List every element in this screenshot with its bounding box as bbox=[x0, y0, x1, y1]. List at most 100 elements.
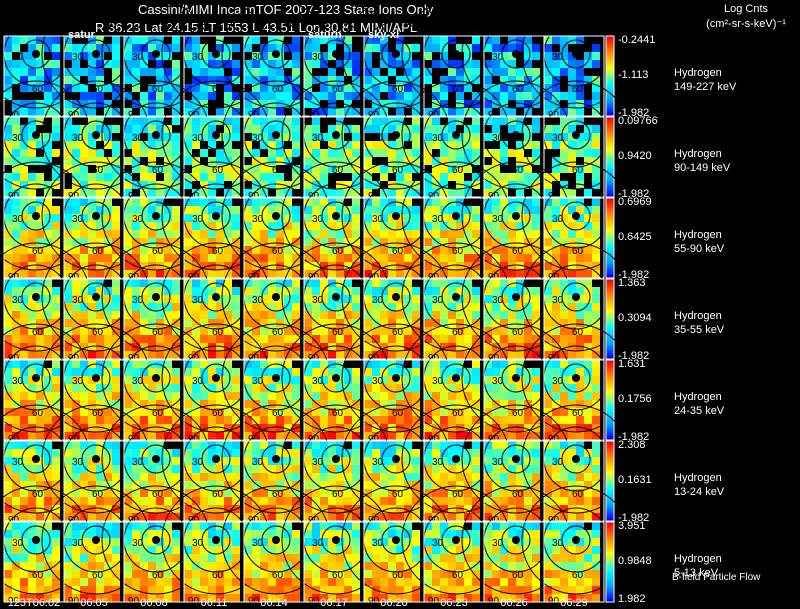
heatmap-cell bbox=[140, 36, 148, 44]
heatmap-cell bbox=[456, 457, 464, 465]
heatmap-cell bbox=[312, 173, 320, 181]
heatmap-cell bbox=[304, 432, 312, 440]
heatmap-cell bbox=[424, 279, 432, 287]
heatmap-cell bbox=[112, 384, 120, 392]
colorbar-step bbox=[606, 177, 614, 180]
heatmap-cell bbox=[464, 465, 472, 473]
colorbar-step bbox=[606, 517, 614, 520]
colorbar-step bbox=[606, 236, 614, 239]
heatmap-cell bbox=[124, 513, 132, 521]
heatmap-cell bbox=[560, 68, 568, 76]
heatmap-cell bbox=[472, 198, 480, 206]
heatmap-cell bbox=[156, 513, 164, 521]
heatmap-cell bbox=[352, 441, 360, 449]
contour-label: 60 bbox=[92, 327, 104, 338]
heatmap-cell bbox=[208, 238, 216, 246]
heatmap-cell bbox=[252, 287, 260, 295]
heatmap-cell bbox=[552, 465, 560, 473]
heatmap-cell bbox=[232, 408, 240, 416]
heatmap-cell bbox=[140, 189, 148, 197]
heatmap-cell bbox=[592, 497, 600, 505]
heatmap-cell bbox=[80, 327, 88, 335]
heatmap-cell bbox=[532, 513, 540, 521]
contour-label: 60 bbox=[452, 408, 464, 419]
heatmap-cell bbox=[224, 432, 232, 440]
heatmap-cell bbox=[172, 432, 180, 440]
heatmap-cell bbox=[336, 351, 344, 359]
heatmap-cell bbox=[448, 384, 456, 392]
heatmap-cell bbox=[192, 76, 200, 84]
colorbar-step bbox=[606, 145, 614, 148]
heatmap-cell bbox=[424, 384, 432, 392]
heatmap-cell bbox=[576, 279, 584, 287]
heatmap-cell bbox=[148, 165, 156, 173]
heatmap-cell bbox=[260, 424, 268, 432]
heatmap-cell bbox=[252, 157, 260, 165]
heatmap-cell bbox=[456, 392, 464, 400]
heatmap-cell bbox=[404, 416, 412, 424]
heatmap-cell bbox=[508, 343, 516, 351]
heatmap-cell bbox=[52, 400, 60, 408]
heatmap-cell bbox=[200, 481, 208, 489]
heatmap-cell bbox=[484, 489, 492, 497]
heatmap-cell bbox=[388, 376, 396, 384]
heatmap-cell bbox=[36, 254, 44, 262]
heatmap-cell bbox=[304, 505, 312, 513]
heatmap-cell bbox=[448, 206, 456, 214]
heatmap-cell bbox=[584, 449, 592, 457]
heatmap-cell bbox=[140, 319, 148, 327]
colorbar-step bbox=[606, 382, 614, 385]
heatmap-cell bbox=[112, 400, 120, 408]
heatmap-cell bbox=[516, 84, 524, 92]
heatmap-cell bbox=[552, 117, 560, 125]
heatmap-cell bbox=[576, 238, 584, 246]
heatmap-cell bbox=[456, 295, 464, 303]
heatmap-cell bbox=[260, 262, 268, 270]
heatmap-cell bbox=[412, 295, 420, 303]
heatmap-cell bbox=[12, 84, 20, 92]
heatmap-cell bbox=[552, 335, 560, 343]
heatmap-cell bbox=[544, 408, 552, 416]
heatmap-cell bbox=[172, 497, 180, 505]
heatmap-cell bbox=[96, 133, 104, 141]
heatmap-cell bbox=[352, 351, 360, 359]
heatmap-cell bbox=[224, 351, 232, 359]
heatmap-cell bbox=[336, 432, 344, 440]
heatmap-cell bbox=[544, 384, 552, 392]
heatmap-cell bbox=[88, 473, 96, 481]
heatmap-cell bbox=[516, 473, 524, 481]
heatmap-cell bbox=[584, 214, 592, 222]
heatmap-cell bbox=[20, 76, 28, 84]
heatmap-cell bbox=[88, 287, 96, 295]
heatmap-cell bbox=[232, 319, 240, 327]
heatmap-cell bbox=[156, 303, 164, 311]
heatmap-cell bbox=[304, 457, 312, 465]
colorbar-frame bbox=[605, 278, 615, 360]
colorbar-step bbox=[606, 287, 614, 290]
heatmap-cell bbox=[328, 416, 336, 424]
heatmap-cell bbox=[232, 149, 240, 157]
heatmap-cell bbox=[156, 36, 164, 44]
heatmap-cell bbox=[320, 432, 328, 440]
heatmap-cell bbox=[336, 360, 344, 368]
heatmap-cell bbox=[364, 351, 372, 359]
heatmap-cell bbox=[404, 165, 412, 173]
heatmap-cell bbox=[96, 457, 104, 465]
heatmap-cell bbox=[44, 270, 52, 278]
heatmap-cell bbox=[592, 36, 600, 44]
heatmap-cell bbox=[304, 206, 312, 214]
heatmap-cell bbox=[388, 189, 396, 197]
heatmap-cell bbox=[52, 125, 60, 133]
heatmap-cell bbox=[364, 133, 372, 141]
heatmap-cell bbox=[52, 335, 60, 343]
heatmap-cell bbox=[424, 206, 432, 214]
heatmap-cell bbox=[20, 149, 28, 157]
heatmap-cell bbox=[388, 157, 396, 165]
colorbar-step bbox=[606, 175, 614, 178]
heatmap-cell bbox=[404, 432, 412, 440]
heatmap-cell bbox=[592, 513, 600, 521]
heatmap-cell bbox=[88, 198, 96, 206]
heatmap-cell bbox=[364, 206, 372, 214]
heatmap-cell bbox=[88, 481, 96, 489]
